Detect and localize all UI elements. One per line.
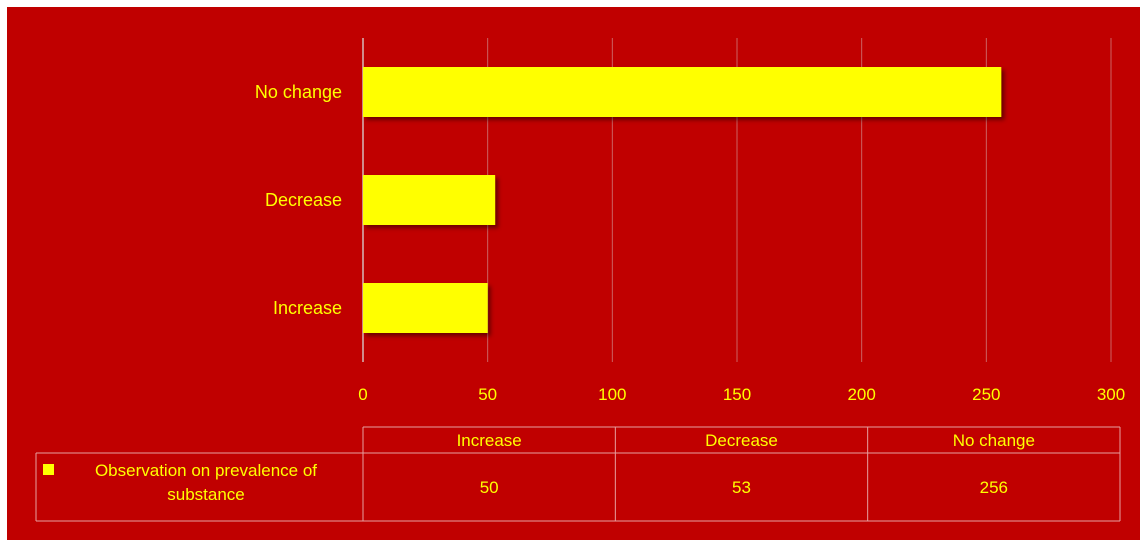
category-label: Increase: [273, 298, 342, 318]
x-tick-label: 250: [972, 385, 1000, 404]
bar: [363, 67, 1002, 117]
x-tick-label: 100: [598, 385, 626, 404]
category-label: Decrease: [265, 190, 342, 210]
table-header-cell: Decrease: [705, 431, 778, 450]
series-name-label: Observation on prevalence of substance: [95, 461, 317, 504]
table-value-cell: 256: [980, 478, 1008, 497]
bar: [363, 175, 496, 225]
table-value-cell: 53: [732, 478, 751, 497]
chart-area: 0 50 100 150 200 250 300 Increase Decrease No cha…: [7, 7, 1140, 540]
legend-key: [43, 464, 54, 475]
table-header-cell: Increase: [457, 431, 522, 450]
x-tick-label: 0: [358, 385, 367, 404]
x-tick-label: 300: [1097, 385, 1125, 404]
table-value-cell: 50: [480, 478, 499, 497]
category-label: No change: [255, 82, 342, 102]
table-header-cell: No change: [953, 431, 1035, 450]
bar-chart: 0 50 100 150 200 250 300 Increase Decrease No cha…: [35, 38, 1125, 522]
x-tick-label: 150: [723, 385, 751, 404]
bar: [363, 283, 488, 333]
x-tick-label: 50: [478, 385, 497, 404]
x-tick-label: 200: [847, 385, 875, 404]
